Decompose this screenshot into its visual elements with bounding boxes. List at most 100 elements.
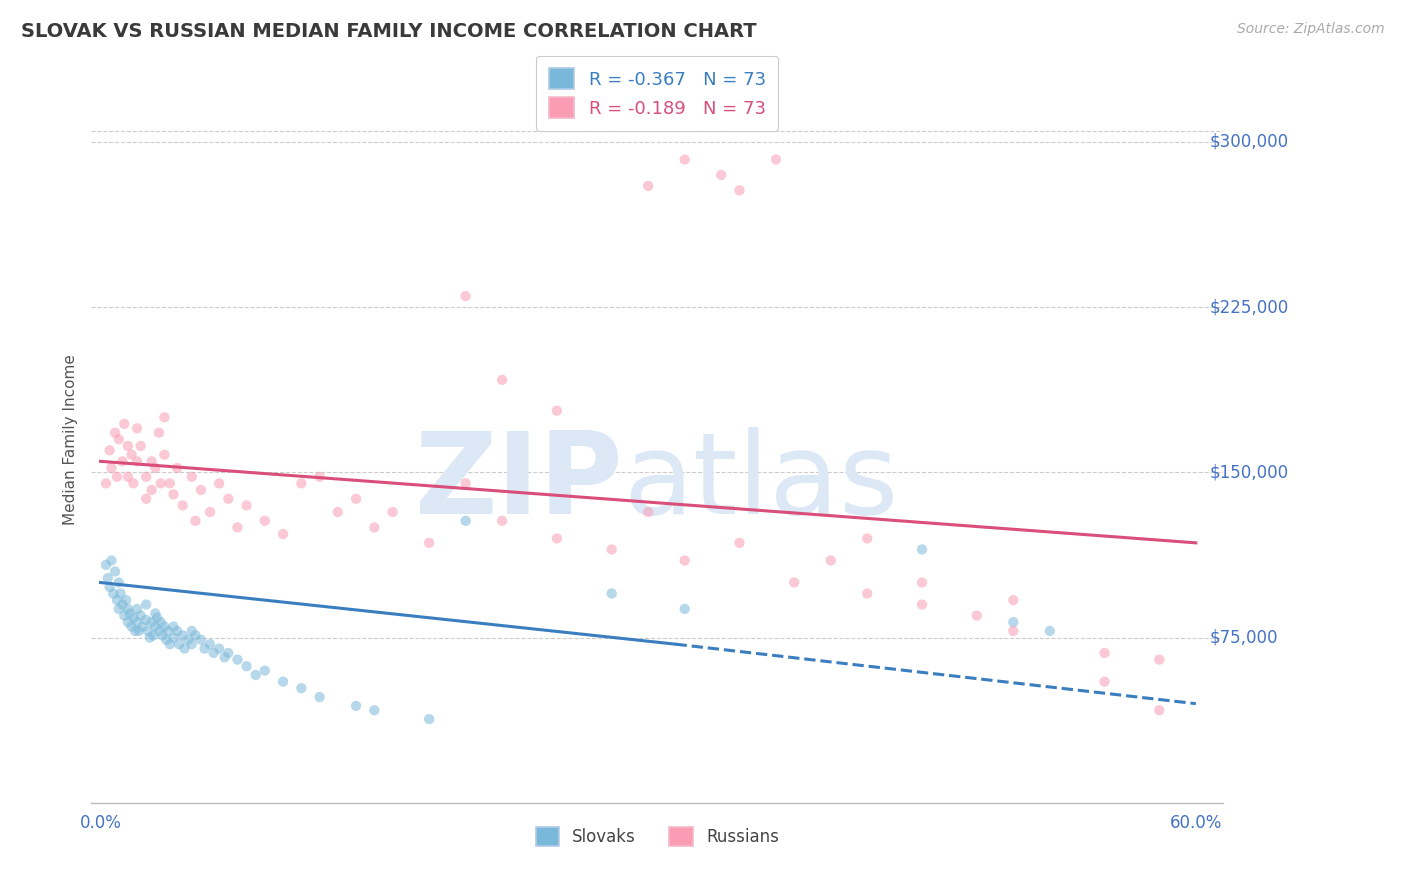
Point xyxy=(141,454,163,468)
Point xyxy=(190,632,212,647)
Point xyxy=(155,632,177,647)
Point xyxy=(115,593,138,607)
Point xyxy=(911,598,934,612)
Point xyxy=(454,289,477,303)
Point xyxy=(245,668,267,682)
Point xyxy=(1149,703,1171,717)
Point xyxy=(1002,624,1025,638)
Text: Source: ZipAtlas.com: Source: ZipAtlas.com xyxy=(1237,22,1385,37)
Point xyxy=(135,469,157,483)
Point xyxy=(381,505,404,519)
Point xyxy=(214,650,236,665)
Point xyxy=(112,417,135,431)
Point xyxy=(235,499,257,513)
Point xyxy=(363,520,385,534)
Point xyxy=(198,637,221,651)
Point xyxy=(193,641,217,656)
Point xyxy=(125,421,148,435)
Point xyxy=(121,619,143,633)
Point xyxy=(491,514,513,528)
Point xyxy=(143,619,166,633)
Point xyxy=(856,586,879,600)
Point xyxy=(1002,615,1025,629)
Point xyxy=(637,178,659,193)
Point xyxy=(172,628,194,642)
Point xyxy=(122,611,145,625)
Point xyxy=(1039,624,1062,638)
Legend: Slovaks, Russians: Slovaks, Russians xyxy=(529,820,786,853)
Point xyxy=(491,373,513,387)
Text: ZIP: ZIP xyxy=(415,427,623,539)
Point xyxy=(217,491,239,506)
Point xyxy=(673,153,696,167)
Point xyxy=(418,536,440,550)
Point xyxy=(153,619,176,633)
Point xyxy=(105,469,128,483)
Point xyxy=(124,624,146,638)
Text: $300,000: $300,000 xyxy=(1209,133,1289,151)
Point xyxy=(911,542,934,557)
Point xyxy=(162,619,184,633)
Point xyxy=(117,602,139,616)
Point xyxy=(100,553,122,567)
Point xyxy=(141,483,163,497)
Point xyxy=(162,631,184,645)
Point xyxy=(180,469,202,483)
Point xyxy=(97,571,120,585)
Point xyxy=(198,505,221,519)
Point xyxy=(117,439,139,453)
Point xyxy=(125,615,148,629)
Point xyxy=(129,608,152,623)
Point xyxy=(820,553,842,567)
Point xyxy=(290,681,312,696)
Point xyxy=(122,476,145,491)
Point xyxy=(326,505,349,519)
Point xyxy=(202,646,225,660)
Point xyxy=(235,659,257,673)
Point xyxy=(107,602,129,616)
Point xyxy=(135,598,157,612)
Point xyxy=(344,698,367,713)
Point xyxy=(110,586,132,600)
Point xyxy=(454,476,477,491)
Point xyxy=(253,664,276,678)
Y-axis label: Median Family Income: Median Family Income xyxy=(62,354,77,524)
Point xyxy=(121,448,143,462)
Point xyxy=(308,690,330,704)
Point xyxy=(159,476,181,491)
Point xyxy=(105,593,128,607)
Point xyxy=(148,624,170,638)
Point xyxy=(103,586,125,600)
Point xyxy=(253,514,276,528)
Point xyxy=(111,598,134,612)
Point xyxy=(149,476,172,491)
Point xyxy=(600,542,623,557)
Point xyxy=(637,505,659,519)
Point xyxy=(152,628,174,642)
Point xyxy=(167,637,190,651)
Point xyxy=(172,499,194,513)
Point xyxy=(136,624,159,638)
Point xyxy=(271,674,294,689)
Point xyxy=(184,514,207,528)
Point xyxy=(142,628,165,642)
Point xyxy=(131,619,153,633)
Point xyxy=(139,631,162,645)
Point xyxy=(765,153,787,167)
Point xyxy=(546,532,568,546)
Point xyxy=(153,448,176,462)
Point xyxy=(129,439,152,453)
Point xyxy=(112,608,135,623)
Point xyxy=(184,628,207,642)
Point xyxy=(98,443,121,458)
Point xyxy=(1094,646,1116,660)
Point xyxy=(153,410,176,425)
Point xyxy=(135,613,157,627)
Point xyxy=(208,476,231,491)
Point xyxy=(344,491,367,506)
Point xyxy=(290,476,312,491)
Point xyxy=(911,575,934,590)
Point xyxy=(454,514,477,528)
Text: SLOVAK VS RUSSIAN MEDIAN FAMILY INCOME CORRELATION CHART: SLOVAK VS RUSSIAN MEDIAN FAMILY INCOME C… xyxy=(21,22,756,41)
Point xyxy=(111,454,134,468)
